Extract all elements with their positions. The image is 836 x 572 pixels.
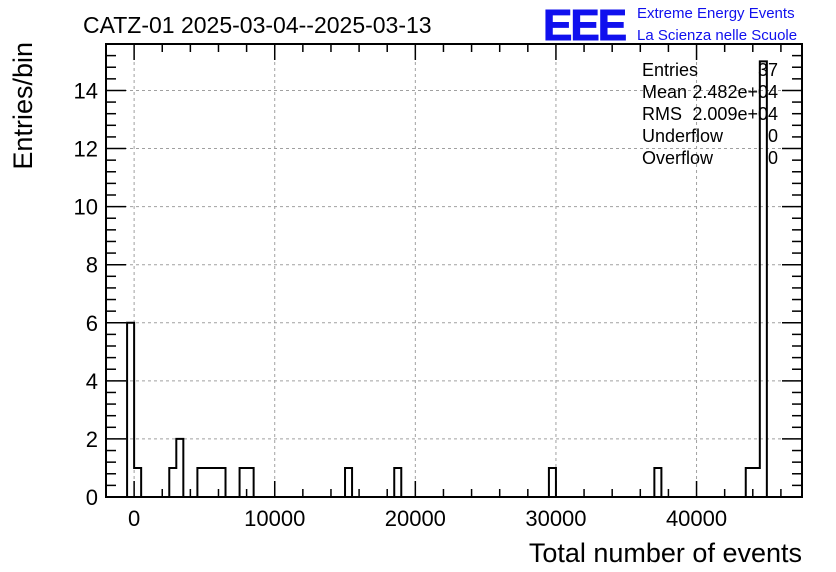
stats-value: 2.009e+04 [692, 104, 778, 124]
y-axis-label: Entries/bin [8, 42, 38, 170]
histogram-bin [746, 468, 753, 497]
histogram-bin [127, 323, 134, 497]
histogram-outline [126, 60, 768, 497]
histogram-bars [126, 60, 768, 497]
plot-frame [105, 43, 803, 498]
x-tick-label: 40000 [666, 506, 727, 531]
axes: 0 10000 20000 30000 40000 0 2 4 6 8 10 12 14 [74, 43, 803, 531]
stats-label: Mean [642, 82, 687, 102]
eee-logo-line1: Extreme Energy Events [637, 5, 795, 22]
histogram-bin [169, 468, 176, 497]
y-tick-label: 12 [74, 137, 98, 162]
chart-title: CATZ-01 2025-03-04--2025-03-13 [83, 12, 432, 38]
x-tick-label: 30000 [525, 506, 586, 531]
stats-value: 0 [768, 126, 778, 146]
x-tick-label: 20000 [385, 506, 446, 531]
histogram-bin [134, 468, 141, 497]
x-tick-label: 0 [128, 506, 140, 531]
y-tick-label: 14 [74, 78, 98, 103]
histogram-bin [176, 439, 183, 497]
y-tick-label: 0 [86, 485, 98, 510]
histogram-bin [218, 468, 225, 497]
stats-box: Entries 37 Mean 2.482e+04 RMS 2.009e+04Underf… [642, 60, 778, 168]
histogram-bin [753, 468, 760, 497]
histogram-bin [204, 468, 211, 497]
stats-value: 0 [768, 148, 778, 168]
histogram-bin [549, 468, 556, 497]
eee-logo: EEE Extreme Energy Events La Scienza nel… [543, 1, 798, 51]
histogram-bin [197, 468, 204, 497]
eee-logo-line2: La Scienza nelle Scuole [637, 27, 797, 44]
histogram-bin [394, 468, 401, 497]
y-tick-label: 6 [86, 311, 98, 336]
histogram-bin [654, 468, 661, 497]
stats-label: Underflow [642, 126, 724, 146]
histogram-bin [345, 468, 352, 497]
histogram-bin [760, 61, 767, 497]
stats-value: 2.482e+04 [692, 82, 778, 102]
x-axis-label: Total number of events [529, 538, 802, 568]
y-tick-label: 2 [86, 427, 98, 452]
eee-logo-mark: EEE [543, 1, 626, 50]
y-tick-label: 4 [86, 369, 98, 394]
stats-label: Overflow [642, 148, 714, 168]
histogram-bin [240, 468, 247, 497]
y-tick-label: 8 [86, 253, 98, 278]
stats-label: Entries [642, 60, 698, 80]
histogram-bin [211, 468, 218, 497]
histogram-bin [247, 468, 254, 497]
y-tick-label: 10 [74, 195, 98, 220]
stats-label: RMS [642, 104, 682, 124]
grid-lines [106, 44, 802, 497]
x-tick-label: 10000 [244, 506, 305, 531]
stats-value: 37 [758, 60, 778, 80]
